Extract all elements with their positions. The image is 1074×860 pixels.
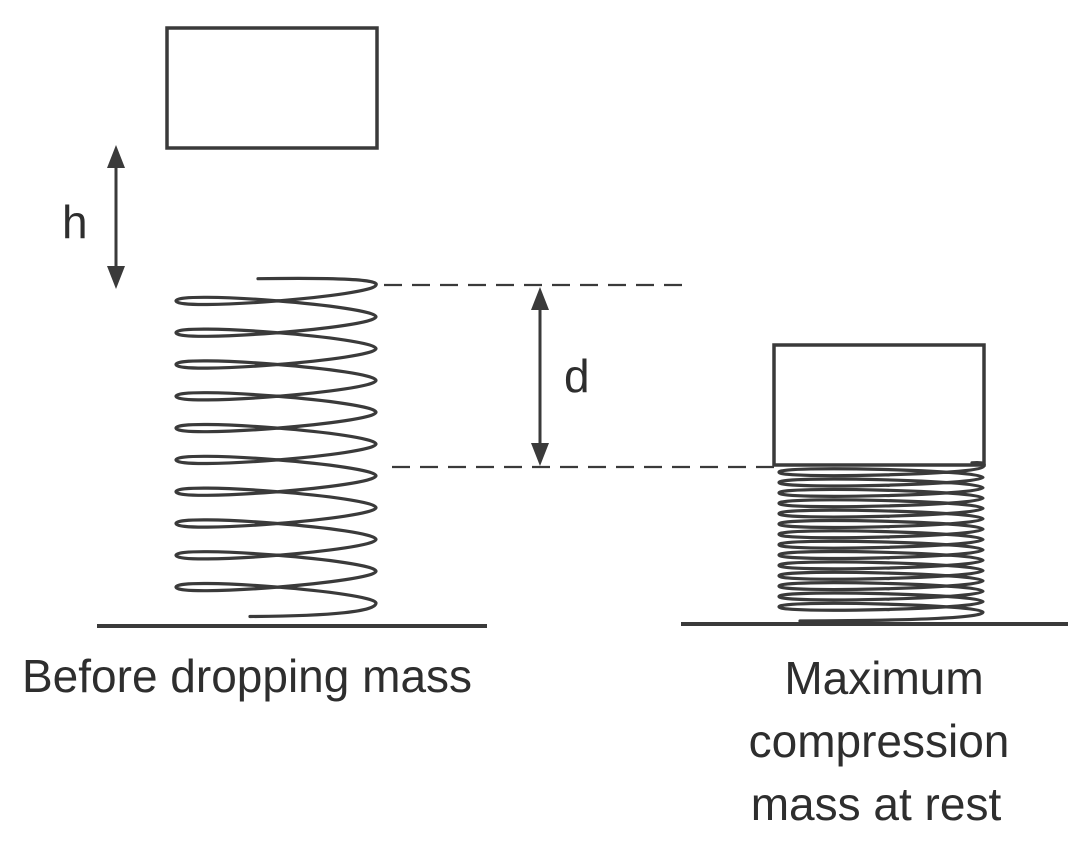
mass-block-resting bbox=[772, 343, 986, 467]
max-compression-caption-line3: mass at rest bbox=[751, 778, 1002, 830]
compression-arrow bbox=[531, 287, 549, 466]
compression-indicator: d bbox=[384, 283, 776, 469]
compressed-spring bbox=[777, 461, 986, 623]
height-label: h bbox=[62, 196, 88, 248]
compression-label: d bbox=[564, 350, 590, 402]
max-compression-caption-line2: compression bbox=[749, 715, 1010, 767]
before-caption: Before dropping mass bbox=[22, 650, 472, 702]
mass-block-above bbox=[165, 26, 379, 150]
uncompressed-spring bbox=[174, 276, 378, 619]
height-arrow bbox=[107, 145, 125, 289]
compressed-scene: Maximum compression mass at rest bbox=[681, 343, 1068, 830]
max-compression-caption-line1: Maximum bbox=[784, 652, 983, 704]
before-scene: h Before dropping mass bbox=[22, 26, 487, 702]
